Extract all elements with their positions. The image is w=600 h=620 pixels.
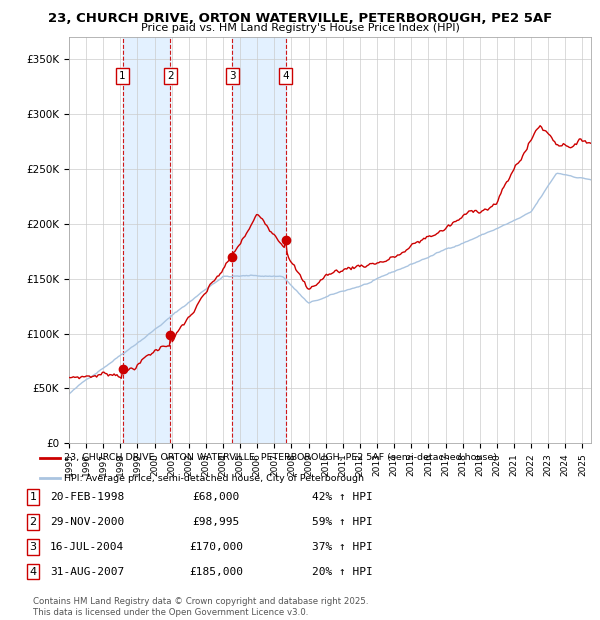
Bar (232, 37, 286, 443)
Text: 20-FEB-1998: 20-FEB-1998 (50, 492, 124, 502)
Text: 42% ↑ HPI: 42% ↑ HPI (312, 492, 373, 502)
Text: 31-AUG-2007: 31-AUG-2007 (50, 567, 124, 577)
Text: 37% ↑ HPI: 37% ↑ HPI (312, 542, 373, 552)
Text: 20% ↑ HPI: 20% ↑ HPI (312, 567, 373, 577)
Text: 23, CHURCH DRIVE, ORTON WATERVILLE, PETERBOROUGH, PE2 5AF: 23, CHURCH DRIVE, ORTON WATERVILLE, PETE… (48, 12, 552, 25)
Text: 4: 4 (29, 567, 37, 577)
Text: £68,000: £68,000 (193, 492, 239, 502)
Text: 16-JUL-2004: 16-JUL-2004 (50, 542, 124, 552)
Text: 2: 2 (167, 71, 173, 81)
Text: HPI: Average price, semi-detached house, City of Peterborough: HPI: Average price, semi-detached house,… (64, 474, 364, 482)
Bar (122, 37, 170, 443)
Text: 1: 1 (29, 492, 37, 502)
Text: £185,000: £185,000 (189, 567, 243, 577)
Text: 1: 1 (119, 71, 126, 81)
Text: 4: 4 (283, 71, 289, 81)
Text: £170,000: £170,000 (189, 542, 243, 552)
Text: 23, CHURCH DRIVE, ORTON WATERVILLE, PETERBOROUGH, PE2 5AF (semi-detached house): 23, CHURCH DRIVE, ORTON WATERVILLE, PETE… (64, 453, 497, 463)
Text: Price paid vs. HM Land Registry's House Price Index (HPI): Price paid vs. HM Land Registry's House … (140, 23, 460, 33)
Text: £98,995: £98,995 (193, 517, 239, 527)
Text: 2: 2 (29, 517, 37, 527)
Text: Contains HM Land Registry data © Crown copyright and database right 2025.
This d: Contains HM Land Registry data © Crown c… (33, 598, 368, 617)
Text: 59% ↑ HPI: 59% ↑ HPI (312, 517, 373, 527)
Text: 3: 3 (29, 542, 37, 552)
Text: 29-NOV-2000: 29-NOV-2000 (50, 517, 124, 527)
Text: 3: 3 (229, 71, 236, 81)
